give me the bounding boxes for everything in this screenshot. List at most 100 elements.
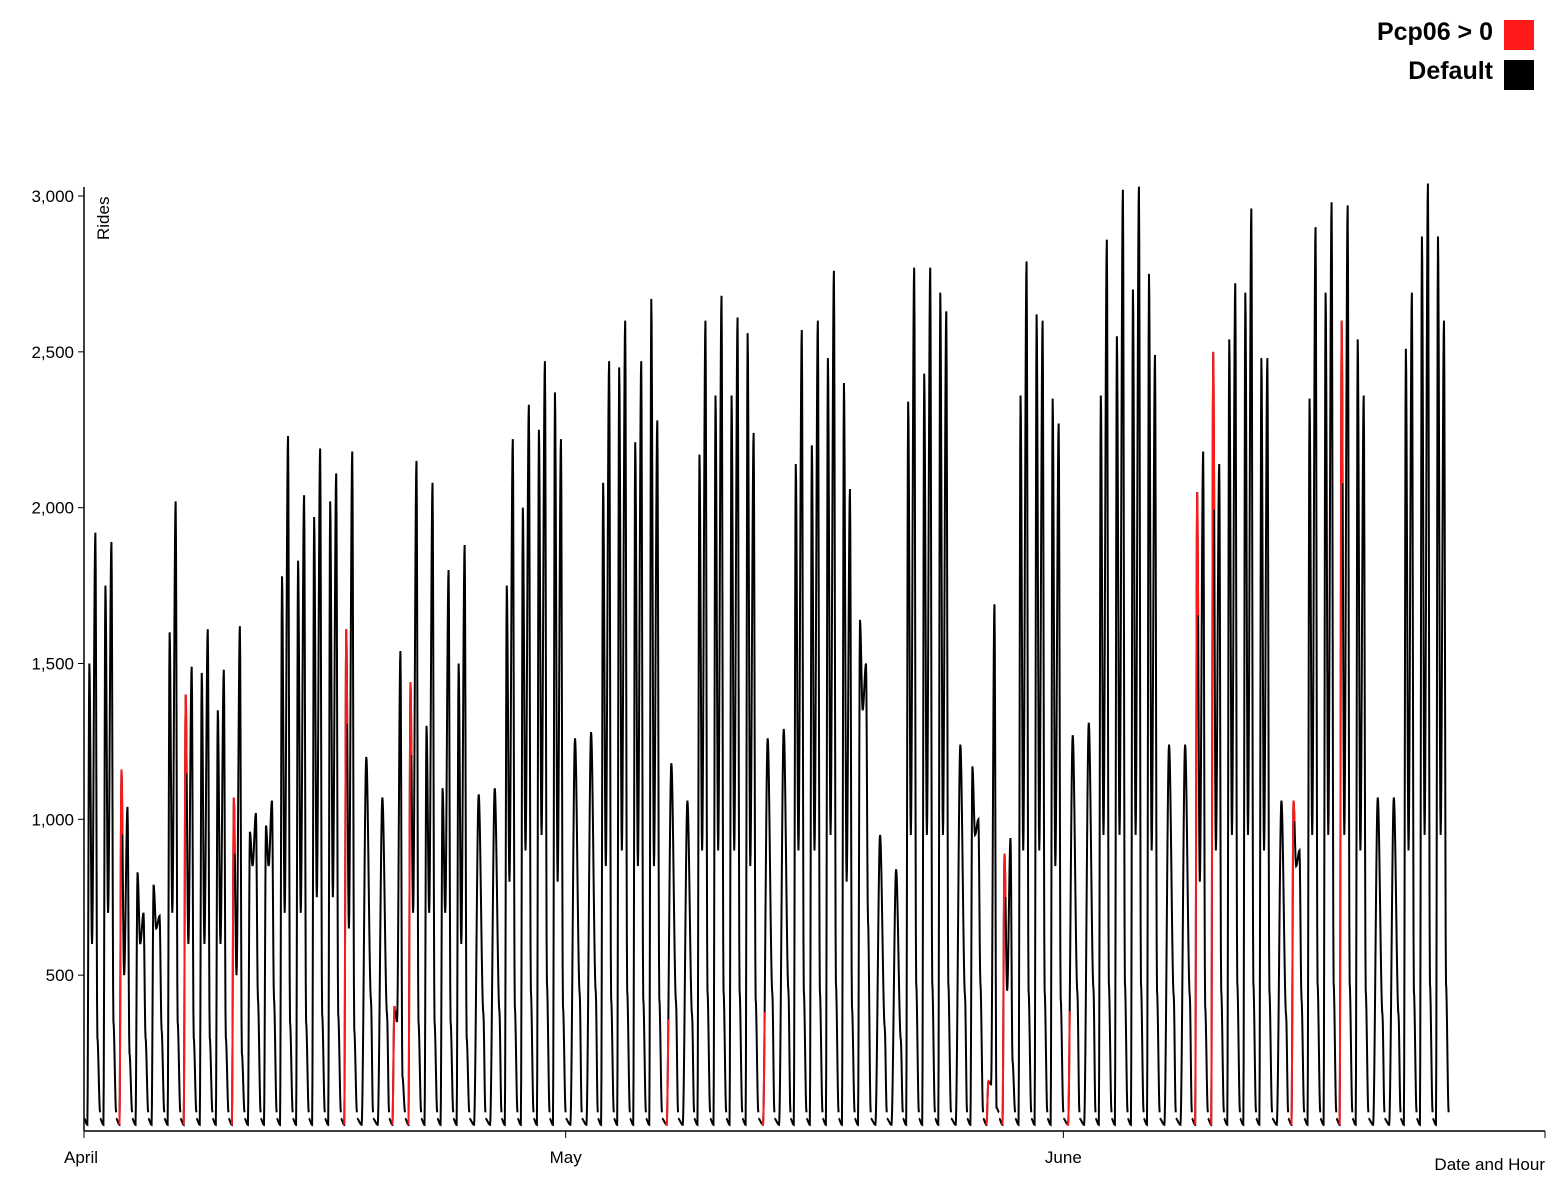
series-default-segment <box>452 545 471 1127</box>
series-default-segment <box>1175 744 1193 1127</box>
series-default-segment <box>1030 314 1049 1127</box>
series-default-segment <box>1400 292 1418 1127</box>
series-pcp06-segment <box>760 1012 766 1127</box>
series-default-segment <box>356 756 374 1127</box>
y-tick-label: 1,500 <box>31 655 74 674</box>
legend-label-pcp06: Pcp06 > 0 <box>1377 18 1493 46</box>
series-pcp06-segment <box>391 1005 397 1125</box>
series-default-segment <box>500 439 519 1127</box>
series-default-segment <box>1111 189 1129 1127</box>
y-tick-label: 2,500 <box>31 343 74 362</box>
series-default-segment <box>1271 800 1290 1127</box>
series-default-segment <box>292 495 310 1127</box>
series-default-segment <box>1207 351 1225 1127</box>
series-default-segment <box>1014 261 1033 1127</box>
series-default-segment <box>131 872 150 1127</box>
series-default-segment <box>469 794 487 1127</box>
series-default-segment <box>244 812 262 1127</box>
series-default-segment <box>260 800 278 1127</box>
series-default-segment <box>741 333 760 1127</box>
legend-item-pcp06: Pcp06 > 0 <box>1377 18 1534 50</box>
series-pcp06-segment <box>343 629 349 1125</box>
series-pcp06-segment <box>1338 320 1344 1125</box>
series-default-segment <box>805 320 824 1127</box>
series-default-segment <box>420 482 439 1127</box>
series-default-segment <box>693 320 712 1127</box>
series-default-segment <box>1287 800 1306 1127</box>
y-tick-label: 3,000 <box>31 187 74 206</box>
series-default-segment <box>950 744 969 1127</box>
series-pcp06-segment <box>985 1079 991 1125</box>
x-axis-title: Date and Hour <box>1434 1155 1545 1174</box>
series-default-segment <box>1239 208 1258 1127</box>
series-default-segment <box>147 884 166 1127</box>
legend-label-default: Default <box>1408 57 1493 85</box>
series-default-segment <box>854 619 872 1127</box>
series-default-segment <box>99 541 118 1127</box>
y-tick-label: 500 <box>46 966 74 985</box>
series-default-segment <box>677 800 696 1127</box>
series-pcp06-segment <box>230 797 236 1125</box>
series-default-segment <box>533 361 551 1127</box>
series-default-segment <box>195 629 214 1127</box>
series-default-segment <box>404 460 423 1127</box>
series-default-segment <box>83 532 102 1127</box>
series-default-segment <box>982 604 1000 1127</box>
series-default-segment <box>1063 735 1081 1127</box>
series-default-segment <box>1432 236 1450 1127</box>
x-tick-label: June <box>1045 1148 1082 1167</box>
series-default-segment <box>789 329 808 1127</box>
legend-swatch-pcp06 <box>1504 20 1534 50</box>
series-default-segment <box>163 501 182 1127</box>
series-default-segment <box>902 267 920 1127</box>
series-pcp06-segment <box>1001 853 1007 1125</box>
series-default-segment <box>179 666 198 1127</box>
series-default-segment <box>1368 797 1386 1127</box>
series-default-segment <box>1079 722 1097 1127</box>
series-default-segment <box>661 763 680 1127</box>
y-axis-title: Rides <box>94 197 113 240</box>
series-default-segment <box>1255 358 1274 1127</box>
legend-swatch-default <box>1504 60 1534 90</box>
legend-item-default: Default <box>1408 57 1534 90</box>
series-default-segment <box>485 788 503 1127</box>
plot-area <box>83 183 1450 1127</box>
series-pcp06-segment <box>1194 492 1200 1125</box>
series-default-segment <box>934 292 952 1127</box>
series-default-segment <box>629 361 647 1127</box>
series-default-segment <box>597 361 615 1127</box>
series-default-segment <box>758 738 776 1127</box>
series-default-segment <box>838 382 856 1127</box>
series-default-segment <box>966 766 985 1127</box>
y-tick-label: 1,000 <box>31 810 74 829</box>
series-default-segment <box>998 837 1017 1127</box>
series-default-segment <box>228 626 246 1127</box>
series-default-segment <box>1046 398 1065 1127</box>
series-default-segment <box>822 270 840 1127</box>
series-pcp06-segment <box>1065 1011 1071 1127</box>
series-pcp06-segment <box>1210 351 1216 1125</box>
series-default-segment <box>324 473 342 1127</box>
series-pcp06-segment <box>118 769 124 1125</box>
series-default-segment <box>388 650 407 1127</box>
series-default-segment <box>1094 239 1113 1127</box>
series-default-segment <box>870 834 888 1127</box>
series-default-segment <box>918 267 936 1127</box>
series-default-segment <box>613 320 631 1127</box>
series-default-segment <box>725 317 744 1127</box>
series-default-segment <box>1223 283 1241 1127</box>
series-default-segment <box>886 869 904 1127</box>
series-default-segment <box>1303 227 1322 1127</box>
series-default-segment <box>645 298 663 1127</box>
series-default-segment <box>115 769 134 1127</box>
series-pcp06-segment <box>182 694 188 1125</box>
series-default-segment <box>1191 451 1209 1127</box>
series-default-segment <box>517 404 535 1127</box>
series-default-segment <box>709 295 728 1127</box>
x-tick-label: April <box>64 1148 98 1167</box>
y-tick-label: 2,000 <box>31 499 74 518</box>
y-axis: 500 1,000 1,500 2,000 2,500 3,000 <box>31 187 85 1131</box>
series-default-segment <box>1127 186 1145 1127</box>
series-pcp06-segment <box>1290 800 1296 1125</box>
